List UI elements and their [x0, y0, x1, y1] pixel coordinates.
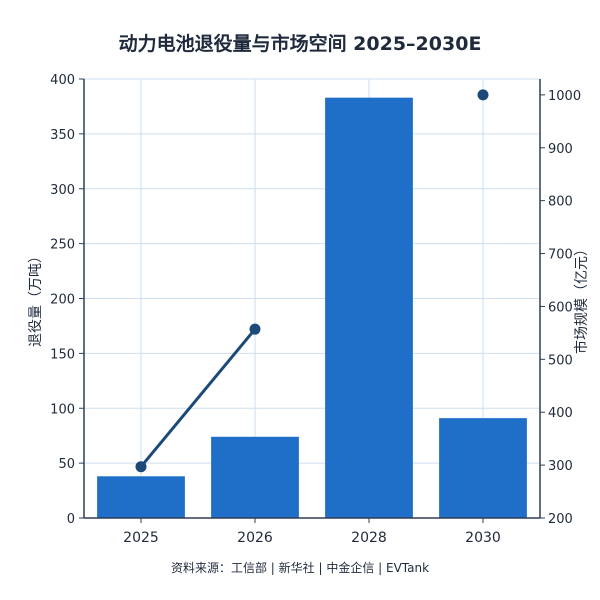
bar: [211, 436, 299, 518]
x-tick-label: 2025: [123, 530, 159, 546]
y-axis-left-label: 退役量（万吨）: [28, 249, 44, 347]
axes: 0 50 100 150 200 250 300 350 400 200 300 400 500 600 7…: [50, 73, 581, 546]
x-tick-label: 2030: [465, 530, 501, 546]
y-tick-label-right: 1000: [548, 89, 581, 104]
y-tick-label-left: 300: [50, 183, 75, 198]
y-tick-label-left: 400: [50, 73, 75, 88]
chart-title: 动力电池退役量与市场空间 2025–2030E: [119, 32, 482, 55]
y-tick-label-right: 700: [548, 248, 573, 263]
x-tick-label: 2028: [351, 530, 387, 546]
y-tick-label-right: 600: [548, 300, 573, 315]
y-tick-label-left: 150: [50, 347, 75, 362]
bar: [439, 418, 527, 518]
y-axis-right-label: 市场规模（亿元）: [573, 242, 590, 354]
y-tick-label-right: 300: [548, 459, 573, 474]
y-tick-label-left: 250: [50, 238, 75, 253]
y-tick-label-left: 100: [50, 402, 75, 417]
y-tick-label-left: 0: [67, 512, 75, 527]
y-tick-label-left: 50: [58, 457, 75, 472]
bar-series: [97, 97, 527, 518]
x-tick-label: 2026: [237, 530, 273, 546]
line-point: [477, 89, 489, 101]
y-tick-label-right: 800: [548, 195, 573, 210]
y-tick-label-right: 400: [548, 406, 573, 421]
y-tick-label-left: 350: [50, 128, 75, 143]
source-note: 资料来源：工信部 | 新华社 | 中金企信 | EVTank: [171, 560, 429, 575]
y-tick-label-right: 900: [548, 142, 573, 157]
y-tick-label-right: 200: [548, 512, 573, 527]
line-segment: [139, 328, 257, 468]
bar: [97, 476, 185, 518]
line-point: [135, 461, 147, 473]
y-tick-label-right: 500: [548, 353, 573, 368]
line-point: [249, 323, 261, 335]
bar: [325, 97, 413, 518]
line-series: [135, 89, 489, 473]
y-tick-label-left: 200: [50, 293, 75, 308]
